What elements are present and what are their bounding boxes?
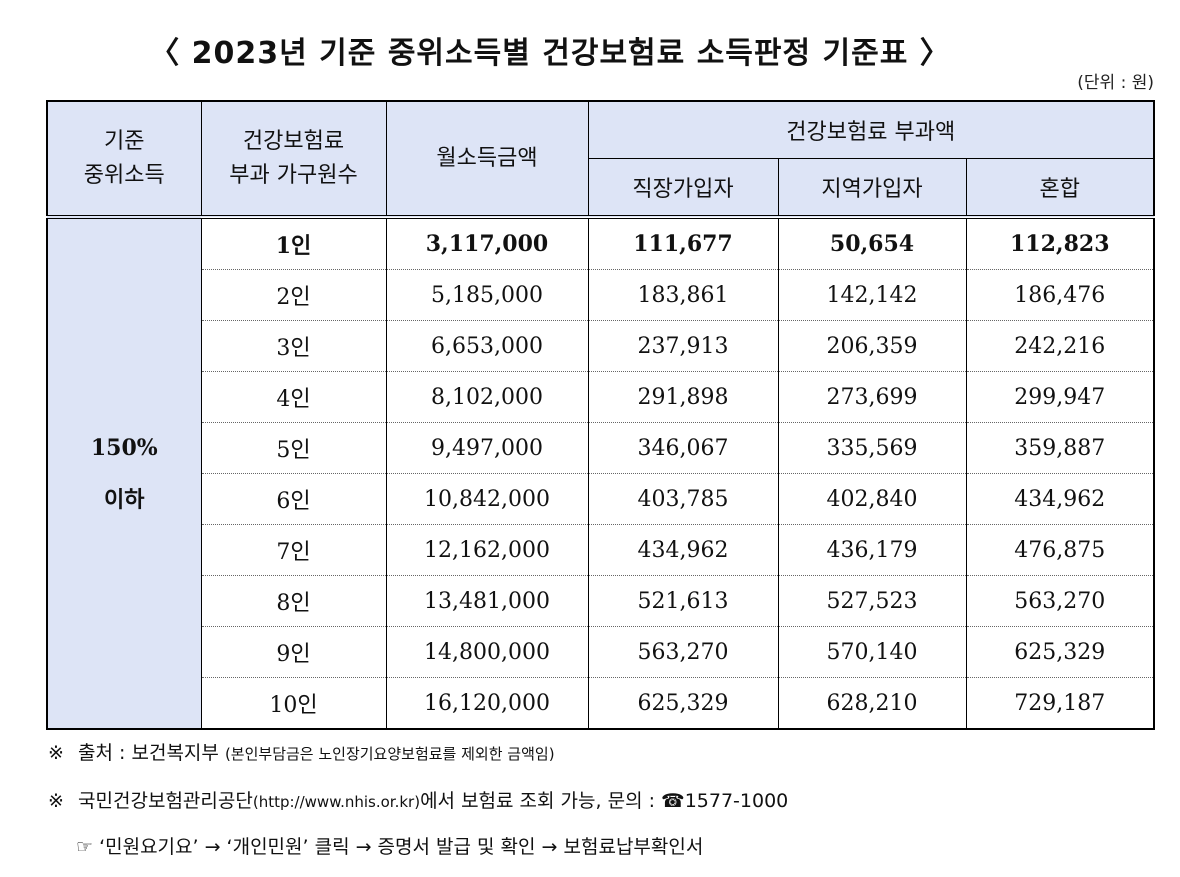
household-cell: 6인 (201, 473, 387, 525)
mixed-premium-cell: 729,187 (1014, 690, 1106, 716)
source-detail: (본인부담금은 노인장기요양보험료를 제외한 금액임) (224, 745, 555, 763)
table-row: 2인 5,185,000 183,861 142,142 186,476 (47, 269, 1155, 321)
household-cell: 9인 (201, 626, 387, 678)
regional-premium-cell: 436,179 (778, 524, 967, 576)
income-cell: 3,117,000 (386, 217, 589, 270)
mixed-premium-cell: 563,270 (966, 575, 1155, 627)
regional-premium-cell: 50,654 (778, 217, 967, 270)
income-cell: 5,185,000 (386, 269, 589, 321)
household-cell: 5인 (201, 422, 387, 474)
household-cell: 1인 (201, 217, 387, 270)
mixed-premium-cell: 625,329 (966, 626, 1155, 678)
mixed-premium-cell: 112,823 (966, 217, 1155, 270)
procedure-text: ☞ ‘민원요기요’ → ‘개인민원’ 클릭 → 증명서 발급 및 확인 → 보험… (76, 836, 704, 858)
employee-premium-cell: 291,898 (588, 371, 779, 423)
mixed-premium-cell: 434,962 (966, 473, 1155, 525)
regional-premium-cell: 142,142 (778, 269, 967, 321)
table-row: 3인 6,653,000 237,913 206,359 242,216 (47, 320, 1155, 372)
employee-premium-cell: 346,067 (588, 422, 779, 474)
income-cell: 9,497,000 (386, 422, 589, 474)
header-median-income: 기준 중위소득 (47, 101, 202, 219)
header-employee: 직장가입자 (588, 158, 779, 219)
regional-premium-cell: 570,140 (778, 626, 967, 678)
employee-premium-cell: 111,677 (588, 217, 779, 270)
page-title: 〈 2023년 기준 중위소득별 건강보험료 소득판정 기준표 〉 (149, 36, 951, 71)
mixed-premium-cell: 299,947 (966, 371, 1155, 423)
household-cell: 8인 (201, 575, 387, 627)
income-cell: 14,800,000 (386, 626, 589, 678)
mixed-premium-cell: 476,875 (966, 524, 1155, 576)
regional-premium-cell: 527,523 (778, 575, 967, 627)
income-cell: 16,120,000 (386, 677, 589, 729)
employee-premium-cell: 625,329 (588, 677, 779, 729)
table-row: 6인 10,842,000 403,785 402,840 434,962 (47, 473, 1155, 525)
procedure-note: ☞ ‘민원요기요’ → ‘개인민원’ 클릭 → 증명서 발급 및 확인 → 보험… (76, 832, 703, 859)
inquiry-note: ※ 국민건강보험관리공단(http://www.nhis.or.kr)에서 보험… (48, 786, 788, 813)
employee-premium-cell: 521,613 (588, 575, 779, 627)
household-cell: 3인 (201, 320, 387, 372)
table-row: 150% 이하 1인 3,117,000 111,677 50,654 112,… (47, 217, 1155, 730)
header-monthly-income: 월소득금액 (386, 101, 589, 219)
employee-premium-cell: 403,785 (588, 473, 779, 525)
employee-premium-cell: 563,270 (588, 626, 779, 678)
employee-premium-cell: 434,962 (588, 524, 779, 576)
household-cell: 10인 (201, 677, 387, 729)
header-premium-group: 건강보험료 부과액 (588, 101, 1155, 159)
table-row: 7인 12,162,000 434,962 436,179 476,875 (47, 524, 1155, 576)
table-row: 8인 13,481,000 521,613 527,523 563,270 (47, 575, 1155, 627)
reference-mark: ※ (48, 742, 64, 764)
household-cell: 7인 (201, 524, 387, 576)
employee-premium-cell: 183,861 (588, 269, 779, 321)
mixed-premium-cell: 186,476 (966, 269, 1155, 321)
regional-premium-cell: 628,210 (778, 677, 967, 729)
reference-mark: ※ (48, 790, 64, 812)
household-cell: 2인 (201, 269, 387, 321)
regional-premium-cell: 206,359 (778, 320, 967, 372)
header-regional: 지역가입자 (778, 158, 967, 219)
mixed-premium-cell: 242,216 (966, 320, 1155, 372)
table-row: 9인 14,800,000 563,270 570,140 625,329 (47, 626, 1155, 678)
regional-premium-cell: 273,699 (778, 371, 967, 423)
unit-label: (단위 : 원) (1077, 73, 1154, 93)
mixed-premium-cell: 359,887 (966, 422, 1155, 474)
income-cell: 10,842,000 (386, 473, 589, 525)
household-cell: 4인 (201, 371, 387, 423)
income-table: 기준 중위소득 건강보험료 부과 가구원수 월소득금액 건강보험료 부과액 직장… (46, 100, 1156, 730)
table-row: 4인 8,102,000 291,898 273,699 299,947 (47, 371, 1155, 423)
income-cell: 6,653,000 (386, 320, 589, 372)
regional-premium-cell: 402,840 (778, 473, 967, 525)
table-row: 10인 16,120,000 625,329 628,210 729,187 (47, 677, 1154, 729)
header-mixed: 혼합 (966, 158, 1155, 219)
agency-name: 국민건강보험관리공단 (78, 790, 253, 812)
table-row: 5인 9,497,000 346,067 335,569 359,887 (47, 422, 1155, 474)
header-household-size: 건강보험료 부과 가구원수 (201, 101, 387, 219)
income-cell: 12,162,000 (386, 524, 589, 576)
employee-premium-cell: 237,913 (588, 320, 779, 372)
source-note: ※ 출처 : 보건복지부 (본인부담금은 노인장기요양보험료를 제외한 금액임) (48, 738, 555, 765)
regional-premium-cell: 335,569 (778, 422, 967, 474)
agency-url: (http://www.nhis.or.kr) (252, 793, 421, 811)
income-cell: 8,102,000 (386, 371, 589, 423)
group-label: 150% 이하 (47, 217, 202, 730)
income-cell: 13,481,000 (386, 575, 589, 627)
inquiry-text: 에서 보험료 조회 가능, 문의 : ☎1577-1000 (420, 790, 789, 812)
source-text: 출처 : 보건복지부 (78, 742, 219, 764)
